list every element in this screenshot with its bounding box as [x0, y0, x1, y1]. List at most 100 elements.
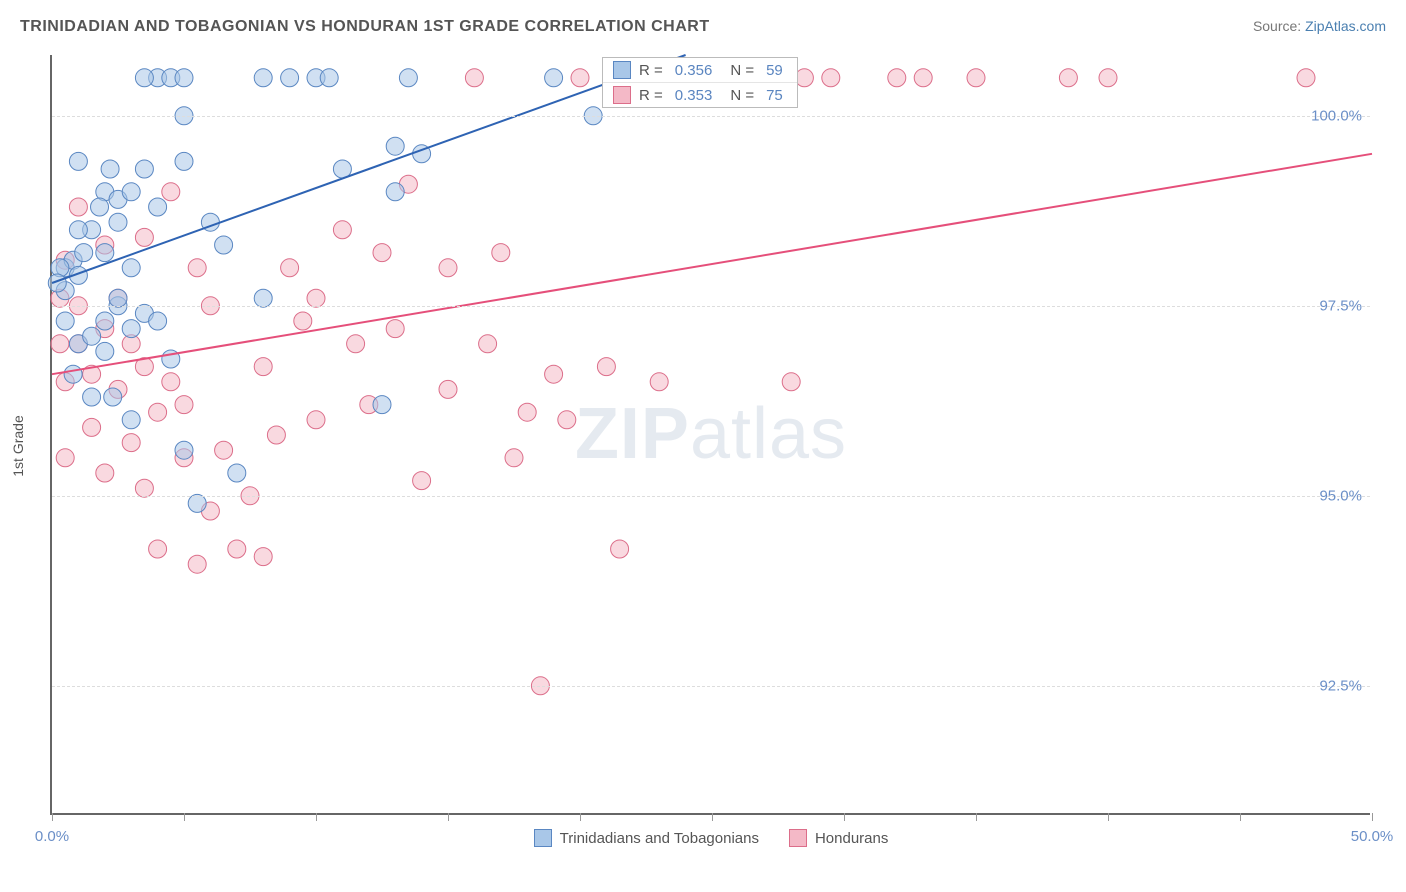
y-tick-label: 97.5% — [1319, 297, 1362, 314]
scatter-point — [914, 69, 932, 87]
scatter-point — [281, 69, 299, 87]
scatter-point — [109, 213, 127, 231]
scatter-point — [104, 388, 122, 406]
scatter-point — [135, 69, 153, 87]
scatter-point — [96, 342, 114, 360]
scatter-point — [69, 152, 87, 170]
chart-header: TRINIDADIAN AND TOBAGONIAN VS HONDURAN 1… — [20, 18, 1386, 36]
gridline-h — [52, 686, 1370, 687]
scatter-point — [175, 396, 193, 414]
stats-row: R = 0.353 N = 75 — [603, 82, 797, 107]
n-label: N = — [730, 87, 754, 104]
y-tick-label: 92.5% — [1319, 677, 1362, 694]
gridline-h — [52, 116, 1370, 117]
scatter-point — [505, 449, 523, 467]
scatter-point — [518, 403, 536, 421]
stats-row: R =0.356N =59 — [603, 58, 797, 82]
scatter-point — [254, 289, 272, 307]
n-label: N = — [730, 62, 754, 79]
scatter-point — [281, 259, 299, 277]
scatter-point — [650, 373, 668, 391]
x-tick — [184, 813, 185, 821]
x-tick — [52, 813, 53, 821]
scatter-point — [64, 365, 82, 383]
scatter-point — [162, 373, 180, 391]
chart-svg — [52, 55, 1370, 813]
scatter-point — [822, 69, 840, 87]
legend-item: Trinidadians and Tobagonians — [534, 829, 759, 847]
scatter-point — [83, 388, 101, 406]
scatter-point — [439, 259, 457, 277]
scatter-point — [267, 426, 285, 444]
scatter-point — [69, 198, 87, 216]
chart-title: TRINIDADIAN AND TOBAGONIAN VS HONDURAN 1… — [20, 18, 710, 36]
scatter-point — [1297, 69, 1315, 87]
scatter-point — [228, 540, 246, 558]
scatter-point — [1059, 69, 1077, 87]
source-label: Source: — [1253, 18, 1305, 34]
scatter-point — [122, 411, 140, 429]
scatter-point — [386, 320, 404, 338]
scatter-point — [347, 335, 365, 353]
x-tick — [316, 813, 317, 821]
scatter-point — [558, 411, 576, 429]
scatter-point — [795, 69, 813, 87]
scatter-point — [294, 312, 312, 330]
scatter-point — [254, 548, 272, 566]
scatter-point — [254, 69, 272, 87]
scatter-point — [122, 320, 140, 338]
scatter-point — [135, 479, 153, 497]
scatter-point — [333, 221, 351, 239]
stats-box: R =0.356N =59R =0.353N =75 — [602, 57, 798, 108]
scatter-point — [122, 259, 140, 277]
legend-label: Trinidadians and Tobagonians — [560, 830, 759, 847]
scatter-point — [56, 312, 74, 330]
scatter-point — [109, 289, 127, 307]
x-tick — [448, 813, 449, 821]
scatter-point — [492, 244, 510, 262]
r-value: 0.353 — [675, 87, 713, 104]
scatter-point — [373, 396, 391, 414]
scatter-point — [69, 221, 87, 239]
scatter-point — [91, 198, 109, 216]
scatter-point — [307, 289, 325, 307]
r-label: R = — [639, 87, 663, 104]
y-tick-label: 100.0% — [1311, 107, 1362, 124]
scatter-point — [175, 152, 193, 170]
x-tick — [580, 813, 581, 821]
legend-item: Hondurans — [789, 829, 888, 847]
x-tick — [1372, 813, 1373, 821]
legend-swatch — [613, 61, 631, 79]
n-value: 75 — [766, 87, 783, 104]
scatter-point — [56, 449, 74, 467]
scatter-point — [465, 69, 483, 87]
scatter-point — [83, 327, 101, 345]
scatter-point — [373, 244, 391, 262]
scatter-point — [254, 358, 272, 376]
source-link[interactable]: ZipAtlas.com — [1305, 18, 1386, 34]
trend-line — [52, 154, 1372, 374]
scatter-point — [597, 358, 615, 376]
legend-label: Hondurans — [815, 830, 888, 847]
scatter-point — [399, 69, 417, 87]
x-tick — [712, 813, 713, 821]
scatter-point — [51, 335, 69, 353]
scatter-point — [188, 259, 206, 277]
scatter-point — [215, 441, 233, 459]
scatter-point — [135, 228, 153, 246]
r-value: 0.356 — [675, 62, 713, 79]
y-axis-label: 1st Grade — [10, 415, 26, 476]
scatter-point — [175, 441, 193, 459]
scatter-point — [888, 69, 906, 87]
scatter-point — [122, 183, 140, 201]
scatter-point — [215, 236, 233, 254]
scatter-point — [75, 244, 93, 262]
scatter-point — [149, 540, 167, 558]
x-tick — [976, 813, 977, 821]
plot-area: ZIPatlas R =0.356N =59R =0.353N =75 Trin… — [50, 55, 1370, 815]
x-tick-label: 0.0% — [35, 828, 69, 845]
x-tick-label: 50.0% — [1351, 828, 1394, 845]
scatter-point — [96, 464, 114, 482]
gridline-h — [52, 496, 1370, 497]
x-tick — [1108, 813, 1109, 821]
